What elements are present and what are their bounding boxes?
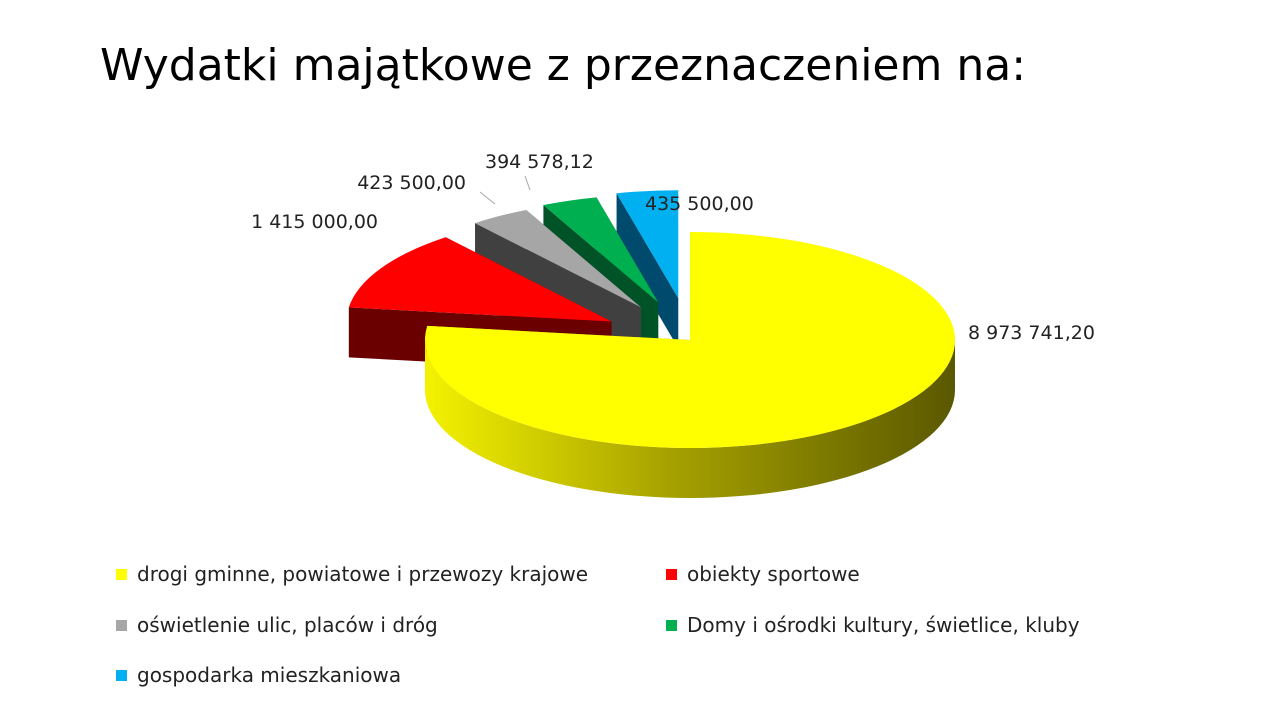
chart-title: Wydatki majątkowe z przeznaczeniem na: [100, 40, 1027, 91]
leader-line [524, 175, 531, 191]
data-label: 8 973 741,20 [968, 322, 1095, 344]
pie-slice-0 [425, 232, 956, 448]
pie-slice-4 [616, 190, 679, 299]
pie-slice-2 [475, 209, 641, 308]
pie-slice-1 [348, 237, 612, 322]
slice-rim [425, 340, 955, 498]
pie-slice-3 [543, 197, 659, 303]
slice-side-4 [616, 193, 679, 349]
leader-line [479, 191, 496, 205]
data-label: 435 500,00 [645, 193, 754, 215]
data-label: 1 415 000,00 [251, 211, 378, 233]
data-label: 394 578,12 [485, 151, 594, 173]
data-label: 423 500,00 [357, 172, 466, 194]
slice-wall [616, 193, 679, 349]
